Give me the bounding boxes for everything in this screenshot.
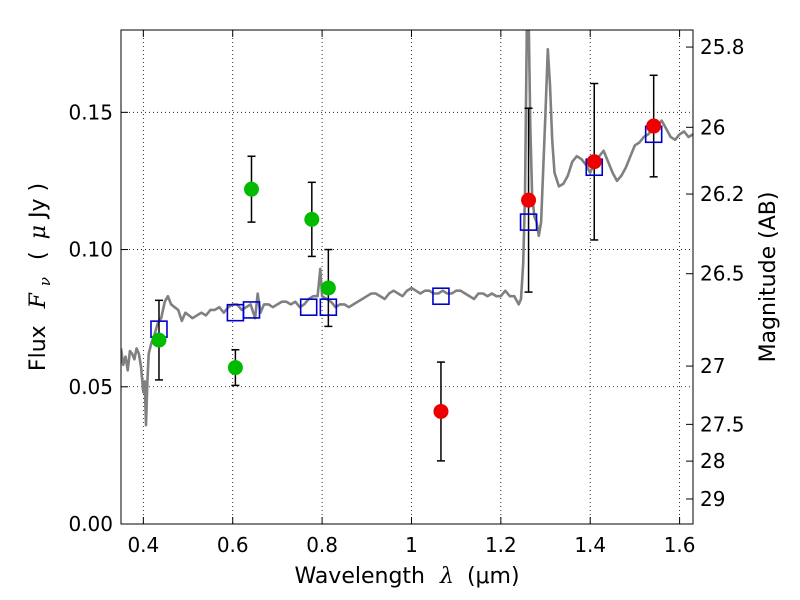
magnitude-tick-label: 25.8 (700, 35, 745, 59)
x-tick-label: 1.2 (485, 533, 517, 557)
magnitude-tick-label: 27.5 (700, 412, 745, 436)
observed-point-red (646, 118, 662, 134)
x-axis-label-text: Wavelength (294, 564, 425, 589)
y-axis-label-unit-rest: Jy ) (26, 183, 51, 220)
observed-point-green (227, 360, 243, 376)
observed-point-green (320, 280, 336, 296)
x-axis-label-symbol: λ (439, 564, 454, 589)
magnitude-tick-label: 28 (700, 449, 725, 473)
magnitude-tick-label: 26.2 (700, 182, 745, 206)
x-tick-label: 1.4 (574, 533, 606, 557)
model-sed-layer (121, 30, 693, 427)
x-tick-label: 0.6 (217, 533, 249, 557)
y-axis-label-symbol: F (26, 292, 51, 309)
y-axis-label-unit-mu: μ (26, 225, 51, 239)
y-axis-ticks: 0.00 0.05 0.10 0.15 (68, 100, 128, 536)
observed-point-layer (151, 118, 662, 419)
y-tick-label: 0.15 (68, 100, 113, 124)
x-axis-label-unit: (μm) (467, 564, 520, 589)
magnitude-tick-label: 29 (700, 487, 725, 511)
x-tick-label: 1 (405, 533, 418, 557)
model-sed-line (121, 30, 693, 427)
x-axis-ticks: 0.4 0.6 0.8 1 1.2 1.4 1.6 (127, 30, 696, 557)
y-axis-label-text: Flux (26, 325, 51, 371)
plot-frame (120, 29, 694, 525)
magnitude-tick-label: 26 (700, 115, 725, 139)
observed-point-red (586, 154, 602, 170)
magnitude-axis-label: Magnitude (AB) (756, 192, 781, 363)
y-axis-label-subscript: ν (36, 277, 54, 286)
magnitude-tick-label: 27 (700, 354, 725, 378)
y-axis-label-unit-open: ( (26, 251, 51, 260)
observed-point-green (304, 211, 320, 227)
plot-area (121, 30, 693, 462)
x-tick-label: 1.6 (664, 533, 696, 557)
x-axis-label: Wavelength λ (μm) (294, 564, 519, 589)
x-tick-label: 0.4 (127, 533, 159, 557)
errorbar-layer (154, 74, 658, 462)
magnitude-tick-label: 26.5 (700, 262, 745, 286)
model-square-point (432, 287, 450, 306)
model-square-point (242, 301, 261, 319)
y-tick-label: 0.00 (68, 512, 113, 536)
observed-point-green (151, 332, 167, 348)
model-square-point (519, 213, 538, 231)
y-axis-label: Flux F ν ( μ Jy ) (26, 183, 56, 371)
observed-point-red (521, 192, 537, 208)
y-tick-label: 0.05 (68, 375, 113, 399)
observed-point-red (433, 403, 449, 419)
magnitude-axis-ticks: 25.8 26 26.2 26.5 27 27.5 28 29 (686, 35, 745, 511)
model-square-point (299, 298, 318, 316)
observed-point-green (243, 181, 259, 197)
model-square-point (319, 298, 338, 316)
x-tick-label: 0.8 (306, 533, 338, 557)
y-tick-label: 0.10 (68, 238, 113, 262)
